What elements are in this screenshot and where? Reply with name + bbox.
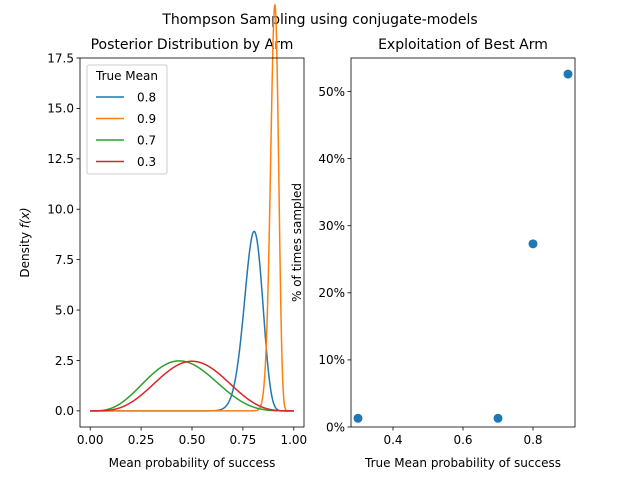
posterior-ytick-label: 10.0 [47, 203, 74, 217]
posterior-ylabel: Density f(x) [18, 207, 32, 277]
exploitation-panel: Exploitation of Best Arm 0.4 0.6 0.8 0% 10%… [290, 37, 576, 470]
legend-label-0-9: 0.9 [137, 112, 156, 126]
posterior-ylabel-math: f(x) [18, 207, 32, 228]
exploitation-ylabel: % of times sampled [290, 183, 304, 302]
exploitation-xtick-label: 0.4 [383, 433, 402, 447]
posterior-yticks: 0.0 2.5 5.0 7.5 10.0 12.5 15.0 17.5 [47, 51, 80, 418]
posterior-xlabel: Mean probability of success [109, 456, 276, 470]
posterior-xticks: 0.00 0.25 0.50 0.75 1.00 [77, 427, 307, 447]
exploitation-ytick-label: 0% [326, 420, 345, 434]
posterior-xtick-label: 1.00 [280, 433, 307, 447]
posterior-ytick-label: 5.0 [55, 303, 74, 317]
exploitation-points [353, 69, 573, 423]
exploitation-yticks: 0% 10% 20% 30% 40% 50% [318, 85, 351, 434]
posterior-curve-0-3 [90, 360, 294, 412]
posterior-xtick-label: 0.00 [77, 433, 104, 447]
legend-label-0-8: 0.8 [137, 90, 156, 104]
exploitation-axes-frame [350, 57, 576, 428]
posterior-ylabel-main: Density [18, 228, 32, 277]
exploitation-ytick-label: 20% [318, 286, 345, 300]
posterior-ytick-label: 12.5 [47, 152, 74, 166]
exploitation-xtick-label: 0.8 [523, 433, 542, 447]
legend-title: True Mean [95, 69, 158, 83]
posterior-ytick-label: 7.5 [55, 253, 74, 267]
posterior-curve-0-7 [90, 360, 294, 412]
posterior-panel: Posterior Distribution by Arm 0.00 0.25 0.… [18, 4, 307, 470]
posterior-ytick-label: 2.5 [55, 354, 74, 368]
legend-items: 0.8 0.9 0.7 0.3 [96, 90, 156, 169]
posterior-xtick-label: 0.50 [179, 433, 206, 447]
legend-label-0-3: 0.3 [137, 155, 156, 169]
posterior-ytick-label: 0.0 [55, 404, 74, 418]
exploitation-point [563, 69, 573, 79]
exploitation-point [493, 413, 503, 423]
exploitation-ytick-label: 10% [318, 353, 345, 367]
posterior-curves [90, 4, 294, 412]
exploitation-xticks: 0.4 0.6 0.8 [383, 427, 543, 447]
exploitation-xlabel: True Mean probability of success [364, 456, 561, 470]
exploitation-xtick-label: 0.6 [453, 433, 472, 447]
exploitation-title: Exploitation of Best Arm [378, 37, 548, 53]
exploitation-point [353, 413, 363, 423]
exploitation-ytick-label: 50% [318, 85, 345, 99]
posterior-axes-frame [79, 57, 305, 428]
figure-suptitle: Thompson Sampling using conjugate-models [161, 12, 477, 28]
posterior-curve-0-8 [90, 230, 294, 412]
posterior-title: Posterior Distribution by Arm [91, 37, 294, 53]
posterior-ytick-label: 15.0 [47, 102, 74, 116]
posterior-curve-0-9 [90, 4, 294, 412]
posterior-xtick-label: 0.75 [230, 433, 257, 447]
posterior-xtick-label: 0.25 [128, 433, 155, 447]
posterior-legend: True Mean 0.8 0.9 0.7 0.3 [86, 64, 168, 175]
posterior-ytick-label: 17.5 [47, 51, 74, 65]
exploitation-point [528, 239, 538, 249]
exploitation-ytick-label: 40% [318, 152, 345, 166]
legend-box [86, 64, 168, 175]
legend-label-0-7: 0.7 [137, 133, 156, 147]
exploitation-ytick-label: 30% [318, 219, 345, 233]
